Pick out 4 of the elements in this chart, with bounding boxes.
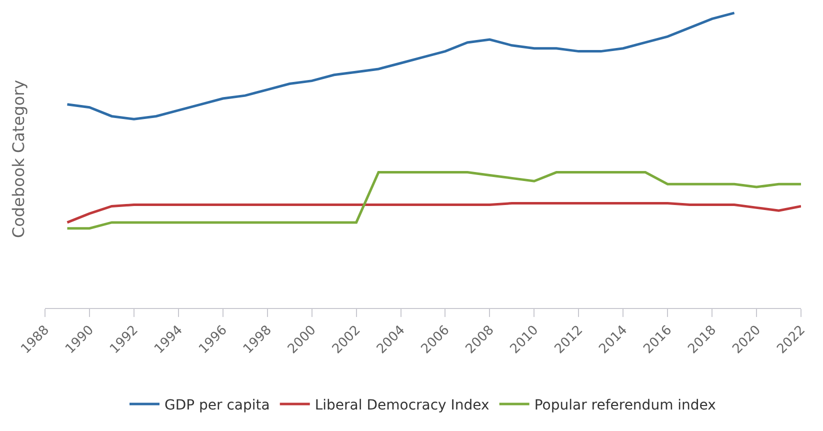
legend-label: GDP per capita [164,398,270,414]
y-axis-title: Codebook Category [8,80,28,238]
legend-label: Popular referendum index [534,398,716,414]
legend-label: Liberal Democracy Index [314,398,490,414]
